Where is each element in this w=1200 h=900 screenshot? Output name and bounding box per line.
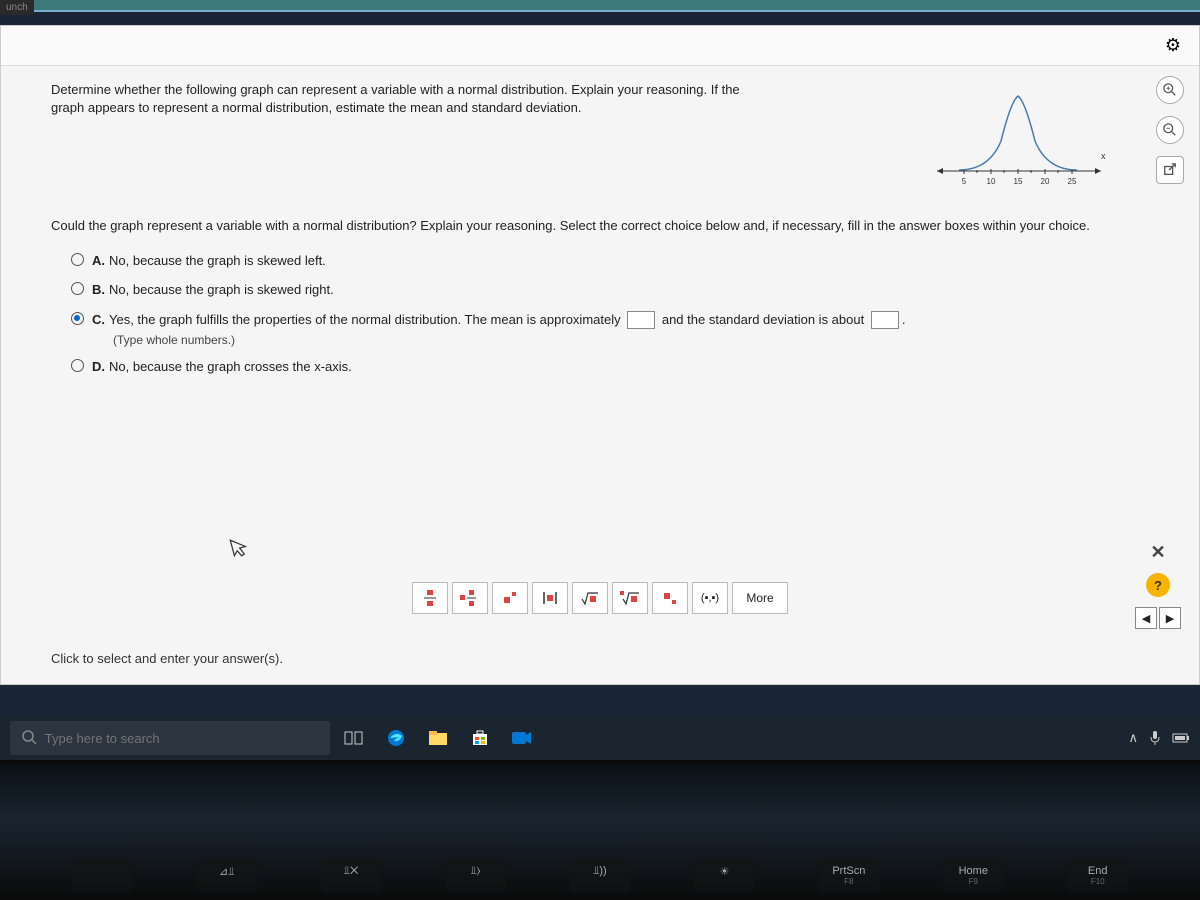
choice-label: D.	[92, 359, 105, 374]
math-mixed-button[interactable]	[452, 582, 488, 614]
keyboard-key: ⫫))	[570, 859, 630, 892]
sub-question: Could the graph represent a variable wit…	[51, 217, 1179, 235]
help-button[interactable]: ?	[1146, 573, 1170, 597]
math-exponent-button[interactable]	[492, 582, 528, 614]
radio-c[interactable]	[71, 312, 84, 325]
stddev-input[interactable]	[871, 311, 899, 329]
keyboard-key: EndF10	[1068, 859, 1128, 892]
normal-distribution-graph: 5 10 15 20 25	[929, 81, 1109, 201]
radio-b[interactable]	[71, 282, 84, 295]
choice-text-pre: Yes, the graph fulfills the properties o…	[109, 312, 624, 327]
windows-taskbar: ∧	[0, 716, 1200, 760]
keyboard-key: ☀	[694, 859, 754, 892]
cursor-icon	[228, 534, 252, 565]
search-icon	[22, 730, 37, 746]
mean-input[interactable]	[627, 311, 655, 329]
choice-text: No, because the graph crosses the x-axis…	[109, 359, 352, 374]
radio-d[interactable]	[71, 359, 84, 372]
prev-button[interactable]: ◀	[1135, 607, 1157, 629]
choice-text: No, because the graph is skewed right.	[109, 282, 334, 297]
bell-curve	[959, 96, 1077, 170]
search-input[interactable]	[45, 731, 318, 746]
choice-label: A.	[92, 253, 105, 268]
choice-c-hint: (Type whole numbers.)	[113, 333, 1179, 347]
next-button[interactable]: ▶	[1159, 607, 1181, 629]
math-abs-button[interactable]	[532, 582, 568, 614]
axis-label: x	[1101, 151, 1106, 161]
math-sqrt-button[interactable]	[572, 582, 608, 614]
tick-label: 25	[1068, 177, 1077, 186]
choice-text-post: .	[902, 312, 906, 327]
keyboard-key: HomeF9	[943, 859, 1003, 892]
choice-b[interactable]: B. No, because the graph is skewed right.	[71, 280, 1179, 300]
content-area: Determine whether the following graph ca…	[1, 66, 1199, 684]
taskbar-search[interactable]	[10, 721, 330, 755]
question-panel: Determine whether the following graph ca…	[1, 66, 1199, 684]
tick-label: 5	[962, 177, 967, 186]
keyboard-key: ⫫⟩	[446, 859, 506, 892]
radio-a[interactable]	[71, 253, 84, 266]
task-view-icon[interactable]	[336, 720, 372, 756]
choice-c[interactable]: C. Yes, the graph fulfills the properties…	[71, 310, 1179, 330]
choice-label: B.	[92, 282, 105, 297]
choice-d[interactable]: D. No, because the graph crosses the x-ax…	[71, 357, 1179, 377]
explorer-icon[interactable]	[420, 720, 456, 756]
battery-icon[interactable]	[1172, 731, 1190, 745]
gear-icon[interactable]: ⚙	[1162, 35, 1184, 57]
zoom-out-icon[interactable]	[1156, 116, 1184, 144]
keyboard-key: PrtScnF8	[819, 859, 879, 892]
choice-text-mid: and the standard deviation is about	[658, 312, 868, 327]
system-tray[interactable]: ∧	[1128, 730, 1190, 746]
math-fraction-button[interactable]	[412, 582, 448, 614]
store-icon[interactable]	[462, 720, 498, 756]
question-prompt: Determine whether the following graph ca…	[51, 81, 771, 117]
zoom-in-icon[interactable]	[1156, 76, 1184, 104]
choices-group: A.No, because the graph is skewed left. …	[71, 251, 1179, 377]
tray-chevron-icon[interactable]: ∧	[1128, 730, 1138, 746]
main-window: ⚙ Determine whether the following graph …	[0, 25, 1200, 685]
math-nroot-button[interactable]	[612, 582, 648, 614]
keyboard-row: ⊿⫫ ⫫✕ ⫫⟩ ⫫)) ☀ PrtScnF8 HomeF9 EndF10	[0, 859, 1200, 892]
choice-text: No, because the graph is skewed left.	[109, 253, 326, 268]
tick-label: 10	[987, 177, 996, 186]
window-chrome-top	[0, 0, 1200, 12]
keyboard-key: ⫫✕	[321, 859, 381, 892]
right-controls: ✕ ? ◀ ▶	[1135, 542, 1181, 629]
popout-icon[interactable]	[1156, 156, 1184, 184]
tick-label: 15	[1014, 177, 1023, 186]
choice-a[interactable]: A. No, because the graph is skewed left.	[71, 251, 1179, 271]
math-subscript-button[interactable]	[652, 582, 688, 614]
topbar: ⚙	[1, 26, 1199, 66]
edge-icon[interactable]	[378, 720, 414, 756]
tick-label: 20	[1041, 177, 1050, 186]
choice-label: C.	[92, 312, 105, 327]
keyboard-key: ⊿⫫	[197, 859, 257, 892]
math-more-button[interactable]: More	[732, 582, 788, 614]
bottom-instruction: Click to select and enter your answer(s)…	[51, 651, 283, 666]
keyboard-key	[72, 859, 132, 892]
math-coord-button[interactable]: (▪,▪)	[692, 582, 728, 614]
microphone-icon[interactable]	[1148, 730, 1162, 746]
action-icons	[1156, 76, 1184, 184]
close-icon[interactable]: ✕	[1150, 542, 1165, 563]
math-toolbar: (▪,▪) More	[412, 582, 788, 614]
nav-arrows: ◀ ▶	[1135, 607, 1181, 629]
tab-fragment: unch	[0, 0, 34, 15]
camera-icon[interactable]	[504, 720, 540, 756]
keyboard-area: ⊿⫫ ⫫✕ ⫫⟩ ⫫)) ☀ PrtScnF8 HomeF9 EndF10	[0, 765, 1200, 900]
